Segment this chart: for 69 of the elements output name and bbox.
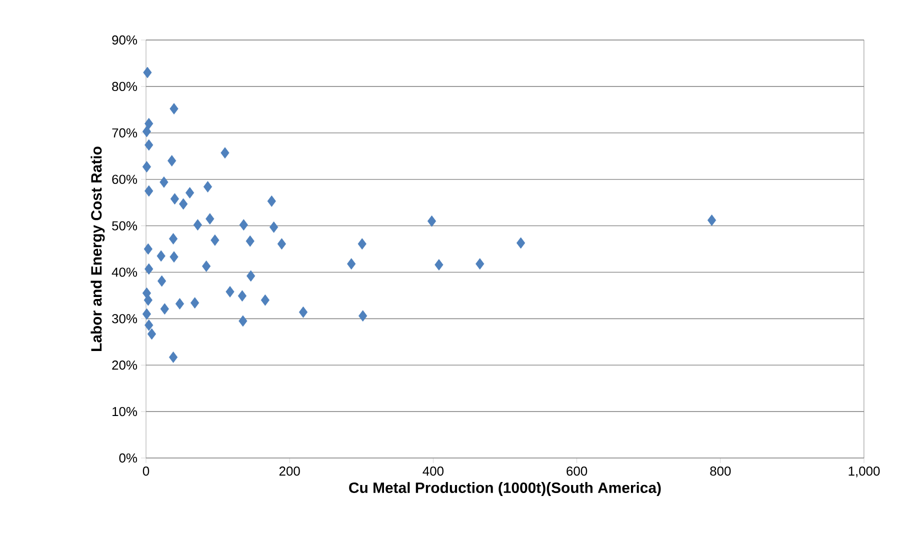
point xyxy=(246,235,254,247)
point xyxy=(347,258,356,270)
point xyxy=(260,294,270,306)
point xyxy=(220,147,230,159)
point xyxy=(206,213,214,225)
point xyxy=(170,251,178,263)
point xyxy=(358,238,366,250)
point xyxy=(144,185,154,197)
y-tick-label: 60% xyxy=(112,174,138,184)
y-tick-label: 50% xyxy=(112,221,138,230)
point xyxy=(277,238,286,250)
point xyxy=(157,275,166,287)
point xyxy=(246,270,256,282)
point xyxy=(267,195,276,207)
y-tick-label: 90% xyxy=(112,35,138,45)
point xyxy=(170,103,178,114)
point xyxy=(156,250,166,262)
point xyxy=(168,155,176,166)
point xyxy=(144,118,154,130)
y-axis-title: Labor and Energy Cost Ratio xyxy=(90,146,105,351)
point xyxy=(298,306,308,318)
x-tick-label: 600 xyxy=(566,466,588,476)
y-tick-label: 0% xyxy=(119,453,138,463)
point xyxy=(168,352,178,363)
y-tick-label: 80% xyxy=(112,82,138,92)
x-tick-label: 200 xyxy=(279,466,300,476)
point xyxy=(427,215,436,227)
point xyxy=(434,259,444,270)
y-tick-label: 30% xyxy=(112,314,138,324)
point xyxy=(226,286,234,298)
point xyxy=(238,290,247,302)
point xyxy=(203,181,212,192)
point xyxy=(144,294,152,306)
point xyxy=(210,234,220,246)
y-tick-label: 70% xyxy=(112,128,138,138)
point xyxy=(170,193,180,205)
y-tick-label: 20% xyxy=(112,360,138,370)
y-tick-label: 10% xyxy=(112,406,138,416)
point xyxy=(193,219,202,231)
x-axis-title: Cu Metal Production (1000t)(South America) xyxy=(349,482,661,496)
point xyxy=(476,258,484,270)
point xyxy=(142,308,152,320)
point xyxy=(144,243,152,255)
point xyxy=(143,66,152,78)
point xyxy=(185,187,194,199)
y-tick-label: 40% xyxy=(112,268,138,277)
point xyxy=(239,219,248,231)
x-tick-label: 800 xyxy=(710,466,731,476)
x-tick-label: 1,000 xyxy=(848,466,880,478)
point xyxy=(179,198,188,210)
point xyxy=(160,303,169,315)
x-tick-label: 400 xyxy=(422,466,444,476)
point xyxy=(358,310,368,322)
point xyxy=(144,139,154,151)
point xyxy=(160,176,168,188)
point xyxy=(142,161,152,172)
point xyxy=(168,233,178,244)
point xyxy=(707,214,716,226)
point xyxy=(142,126,152,138)
point xyxy=(144,263,154,275)
point xyxy=(144,319,154,331)
point xyxy=(147,328,156,340)
point xyxy=(269,221,278,233)
point xyxy=(238,315,248,327)
point xyxy=(516,237,526,249)
point xyxy=(175,298,184,310)
x-tick-label: 0 xyxy=(142,466,150,476)
point xyxy=(190,297,200,309)
point xyxy=(202,260,211,272)
